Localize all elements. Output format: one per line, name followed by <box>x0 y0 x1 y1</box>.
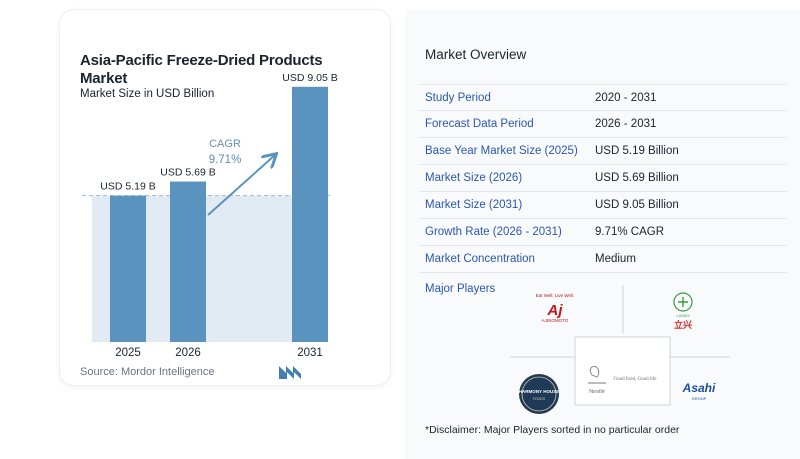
row-value: 2026 - 2031 <box>595 118 657 130</box>
overview-row: Forecast Data Period 2026 - 2031 <box>419 111 787 138</box>
asahi-logo: Asahi GROUP <box>682 381 716 401</box>
row-value: USD 5.19 Billion <box>595 145 679 157</box>
x-tick-2026: 2026 <box>175 347 201 359</box>
row-value: USD 5.69 Billion <box>595 172 679 184</box>
row-value: 9.71% CAGR <box>595 226 665 238</box>
source-text: Source: Mordor Intelligence <box>80 366 215 378</box>
x-tick-2031: 2031 <box>297 347 323 359</box>
row-label: Study Period <box>425 92 491 104</box>
overview-row: Market Size (2031) USD 9.05 Billion <box>419 192 787 219</box>
overview-table: Study Period 2020 - 2031 Forecast Data Pe… <box>419 84 787 273</box>
ajinomoto-logo: Eat Well, Live Well. Aj AJINOMOTO <box>536 293 575 323</box>
data-label-2026: USD 5.69 B <box>160 167 215 179</box>
asahi-wordmark: Asahi <box>682 381 716 395</box>
overview-row: Market Concentration Medium <box>419 246 787 273</box>
mordor-logo-icon <box>279 366 301 379</box>
row-value: USD 9.05 Billion <box>595 199 679 211</box>
harmony-house-logo: HARMONY HOUSE FOODS <box>519 374 559 414</box>
major-players-grid: Eat Well, Live Well. Aj AJINOMOTO LIXING… <box>510 285 730 414</box>
bar-2025 <box>110 195 146 342</box>
lixing-wordmark: LIXING <box>676 313 689 318</box>
overview-row: Study Period 2020 - 2031 <box>419 84 787 111</box>
data-label-2031: USD 9.05 B <box>282 72 337 84</box>
row-label: Market Concentration <box>425 253 535 265</box>
row-label: Growth Rate (2026 - 2031) <box>425 226 562 238</box>
cagr-arrow <box>207 155 275 216</box>
asahi-sub: GROUP <box>692 396 707 401</box>
overview-row: Market Size (2026) USD 5.69 Billion <box>419 165 787 192</box>
overview-row: Growth Rate (2026 - 2031) 9.71% CAGR <box>419 219 787 246</box>
lixing-logo: LIXING 立兴 <box>673 292 693 331</box>
harmony-house-wordmark: HARMONY HOUSE <box>519 389 559 394</box>
ajinomoto-tagline: Eat Well, Live Well. <box>536 293 575 298</box>
svg-text:Aj: Aj <box>547 302 564 319</box>
row-label: Base Year Market Size (2025) <box>425 145 578 157</box>
cagr-value: 9.71% <box>209 154 242 166</box>
x-tick-2025: 2025 <box>115 347 141 359</box>
harmony-house-sub: FOODS <box>533 397 546 401</box>
chart-card: Asia-Pacific Freeze-Dried Products Marke… <box>60 10 390 385</box>
row-label: Market Size (2031) <box>425 199 523 211</box>
overview-row: Base Year Market Size (2025) USD 5.19 Bil… <box>419 138 787 165</box>
data-label-2025: USD 5.19 B <box>100 181 155 193</box>
row-value: 2020 - 2031 <box>595 92 657 104</box>
major-players-title: Major Players <box>425 283 496 295</box>
nestle-wordmark: Nestlé <box>589 389 605 395</box>
nestle-logo: Nestlé Good food, Good life <box>588 366 657 395</box>
nestle-tagline: Good food, Good life <box>613 377 657 382</box>
cagr-label: CAGR <box>209 138 241 150</box>
lixing-chinese: 立兴 <box>674 319 692 331</box>
overview-title: Market Overview <box>425 47 527 62</box>
row-label: Market Size (2026) <box>425 172 523 184</box>
row-value: Medium <box>595 253 636 265</box>
bar-2026 <box>170 181 206 342</box>
bar-chart: USD 5.19 B 2025 USD 5.69 B 2026 USD 9.05 B 20… <box>82 72 338 359</box>
row-label: Forecast Data Period <box>425 118 534 130</box>
bar-2031 <box>292 86 328 342</box>
disclaimer: *Disclaimer: Major Players sorted in no … <box>425 424 680 436</box>
chart-subtitle: Market Size in USD Billion <box>80 88 215 100</box>
chart-title: Asia-Pacific Freeze-Dried Products Marke… <box>80 52 323 87</box>
ajinomoto-wordmark: AJINOMOTO <box>542 318 569 323</box>
overview-panel: Market Overview Study Period 2020 - 2031 … <box>405 10 800 459</box>
